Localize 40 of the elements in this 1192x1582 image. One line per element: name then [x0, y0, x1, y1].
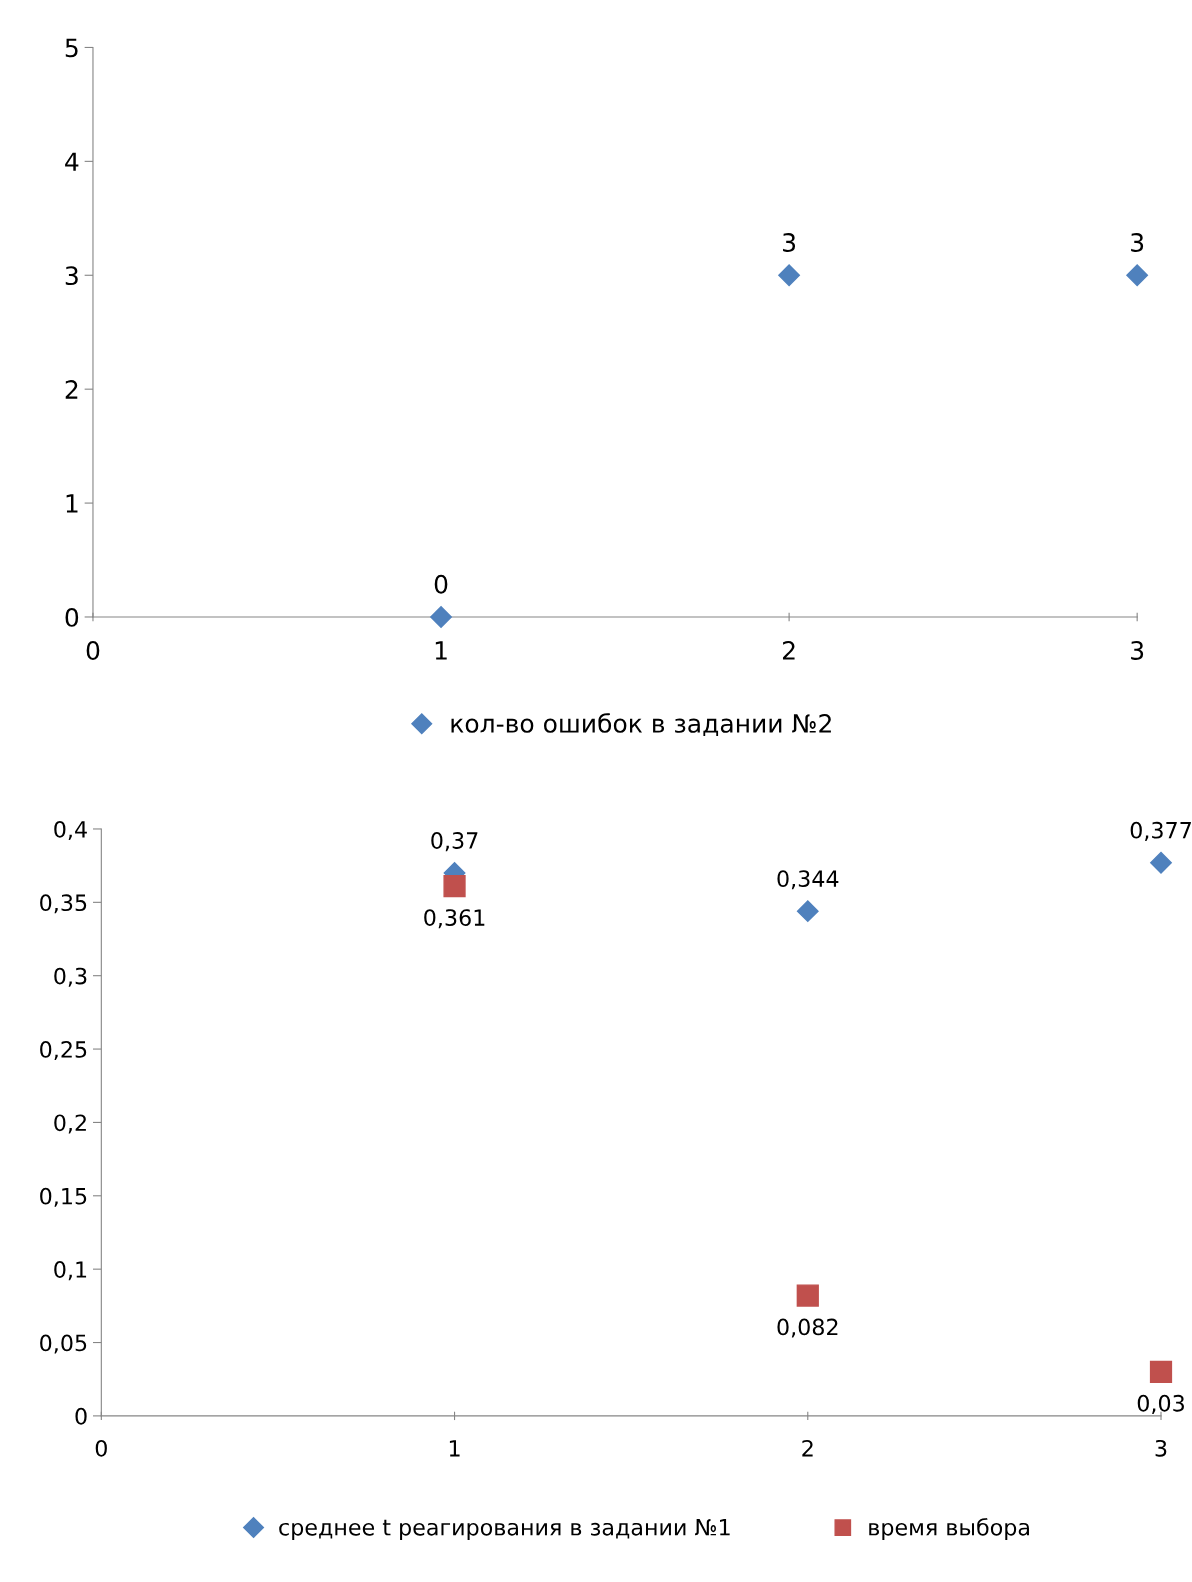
legend-label: кол-во ошибок в задании №2 — [451, 713, 831, 736]
x-tick-label: 2 — [802, 1439, 813, 1457]
y-tick-label: 0,35 — [40, 894, 87, 914]
x-tick-label: 3 — [1155, 1439, 1167, 1457]
y-tick-label: 0,1 — [54, 1261, 87, 1281]
point — [1149, 1360, 1173, 1383]
data-label: 0,37 — [431, 832, 478, 852]
data-label: 0,377 — [1130, 821, 1191, 841]
point — [1150, 851, 1172, 874]
x-tick-label: 0 — [86, 641, 100, 660]
y-tick-label: 5 — [65, 38, 78, 58]
y-tick-label: 0,05 — [40, 1334, 87, 1354]
legend-label: время выбора — [869, 1518, 1029, 1540]
data-label: 0,361 — [424, 909, 485, 929]
x-tick-label: 2 — [782, 641, 795, 660]
y-tick-label: 0 — [75, 1407, 87, 1425]
x-tick-label: 1 — [435, 641, 447, 660]
x-tick-label: 3 — [1131, 641, 1144, 660]
y-tick-label: 2 — [65, 380, 78, 399]
y-tick-label: 1 — [66, 494, 78, 513]
y-tick-label: 0,3 — [54, 967, 87, 987]
y-tick-label: 0,2 — [54, 1114, 86, 1134]
x-tick-label: 0 — [95, 1439, 107, 1457]
data-label: 3 — [783, 233, 796, 252]
legend-label: среднее t реагирования в задании №1 — [279, 1519, 730, 1540]
x-tick-label: 1 — [449, 1440, 460, 1457]
y-tick-label: 4 — [65, 152, 79, 171]
point — [796, 1284, 819, 1307]
data-label: 0,344 — [777, 870, 839, 890]
data-label: 0,082 — [777, 1318, 838, 1338]
y-tick-label: 3 — [65, 266, 78, 286]
y-tick-label: 0,25 — [40, 1041, 87, 1061]
data-label: 3 — [1131, 233, 1144, 252]
data-label: 0,03 — [1137, 1394, 1184, 1414]
y-tick-label: 0 — [65, 607, 79, 627]
point — [443, 875, 466, 898]
y-tick-label: 0,4 — [54, 820, 87, 840]
y-tick-label: 0,15 — [40, 1187, 87, 1207]
data-label: 0 — [434, 574, 448, 594]
point — [796, 900, 819, 923]
